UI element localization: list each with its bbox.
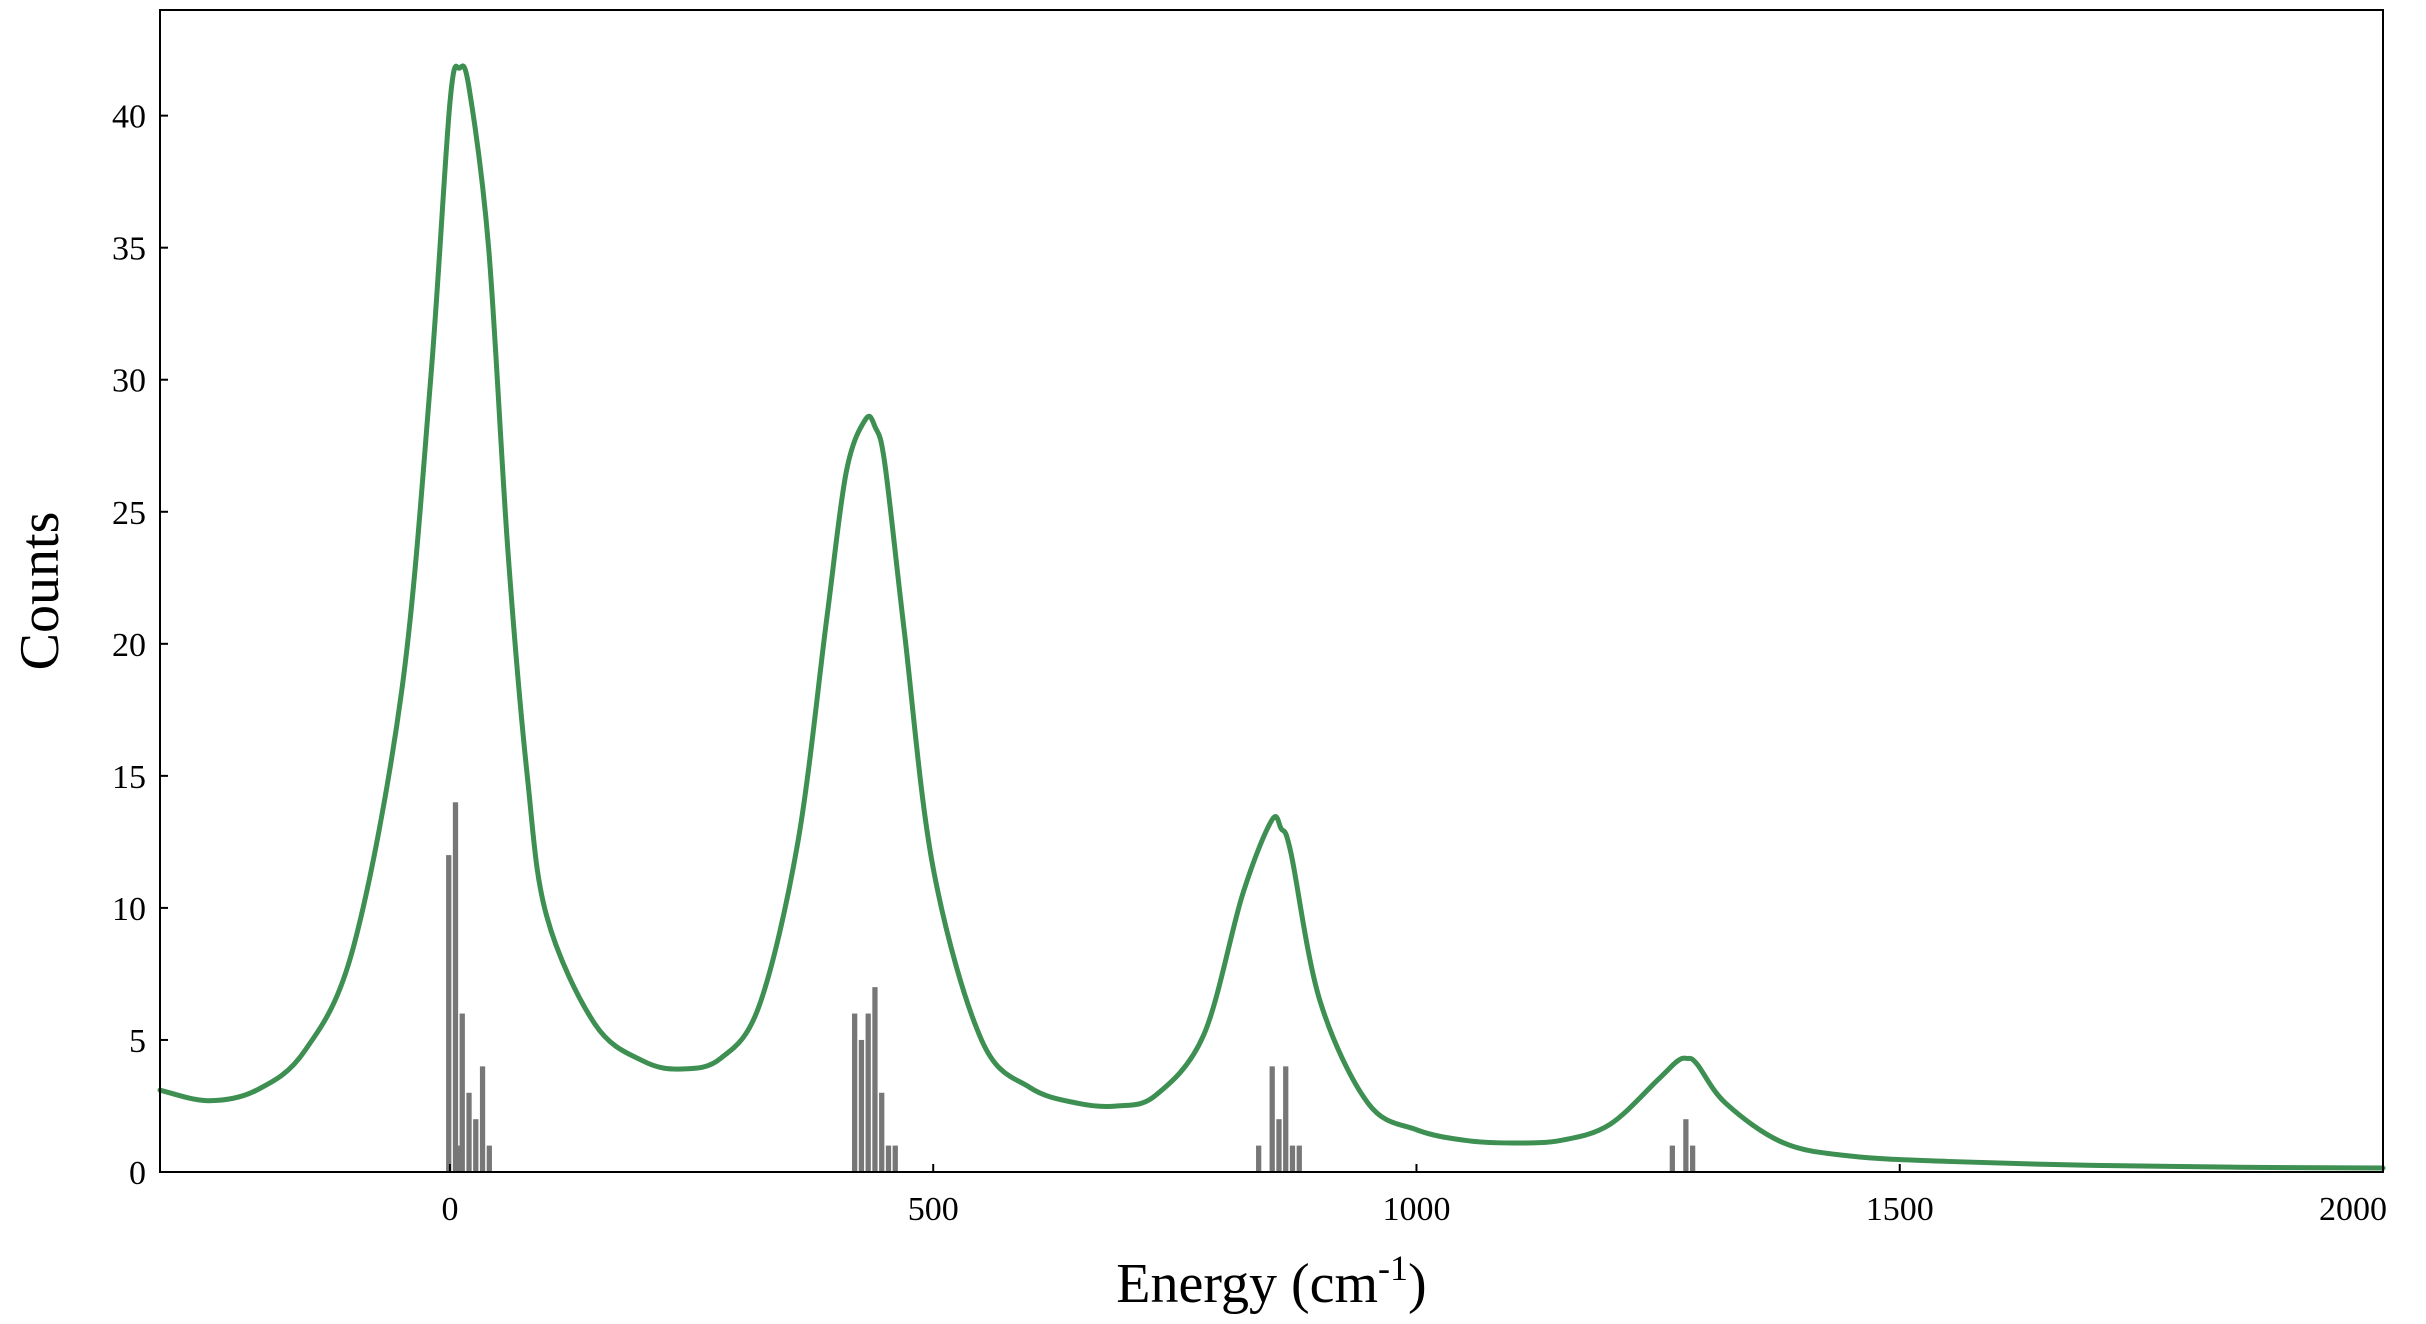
- y-tick-label-0: 0: [129, 1155, 146, 1192]
- histogram-bar-14: [892, 1145, 898, 1172]
- x-tick-label-0: 0: [441, 1191, 458, 1228]
- histogram-bar-11: [872, 987, 878, 1172]
- y-tick-label-15: 15: [112, 759, 146, 796]
- y-tick-label-40: 40: [112, 99, 146, 136]
- broadened-spectrum-curve: [157, 63, 2386, 1171]
- y-axis-ticks: 0 5 10 15 20 25 30 35 40: [112, 99, 168, 1192]
- x-axis-ticks: 0 500 1000 1500 2000: [441, 1164, 2387, 1228]
- histogram-bar-6: [486, 1145, 492, 1172]
- x-axis-title-main: Energy (cm: [1116, 1253, 1378, 1315]
- y-tick-label-25: 25: [112, 495, 146, 532]
- histogram-bar-12: [879, 1092, 885, 1172]
- histogram-bar-19: [1289, 1145, 1296, 1172]
- histogram-bar-7: [455, 1145, 462, 1172]
- plot-frame: [159, 9, 2384, 1173]
- histogram-bar-15: [1256, 1145, 1262, 1172]
- histogram-bars: [446, 802, 1696, 1172]
- x-axis-title: Energy (cm-1): [1116, 1248, 1426, 1315]
- histogram-bar-17: [1276, 1119, 1282, 1172]
- x-axis-title-superscript: -1: [1378, 1248, 1408, 1288]
- histogram-bar-21: [1669, 1145, 1675, 1172]
- histogram-bar-8: [852, 1013, 858, 1172]
- y-tick-label-10: 10: [112, 891, 146, 928]
- histogram-bar-18: [1283, 1066, 1289, 1172]
- y-tick-label-5: 5: [129, 1023, 146, 1060]
- x-tick-label-1500: 1500: [1866, 1191, 1934, 1228]
- y-axis-title: Counts: [9, 512, 71, 671]
- x-tick-label-2000: 2000: [2319, 1191, 2387, 1228]
- y-tick-label-35: 35: [112, 231, 146, 268]
- y-tick-label-20: 20: [112, 627, 146, 664]
- histogram-bar-9: [858, 1039, 865, 1172]
- histogram-bar-0: [446, 855, 452, 1172]
- histogram-bar-13: [885, 1145, 892, 1172]
- histogram-bar-16: [1269, 1066, 1275, 1172]
- histogram-bar-5: [479, 1066, 486, 1172]
- histogram-bar-22: [1683, 1119, 1689, 1172]
- x-axis-title-tail: ): [1408, 1253, 1427, 1315]
- histogram-bar-2: [459, 1013, 465, 1172]
- histogram-bar-3: [466, 1092, 472, 1172]
- x-tick-label-500: 500: [908, 1191, 959, 1228]
- x-tick-label-1000: 1000: [1382, 1191, 1450, 1228]
- histogram-bar-10: [865, 1013, 871, 1172]
- histogram-bar-4: [473, 1119, 479, 1172]
- histogram-bar-20: [1296, 1145, 1302, 1172]
- histogram-bar-23: [1690, 1145, 1696, 1172]
- y-tick-label-30: 30: [112, 363, 146, 400]
- histogram-bar-1: [452, 802, 459, 1172]
